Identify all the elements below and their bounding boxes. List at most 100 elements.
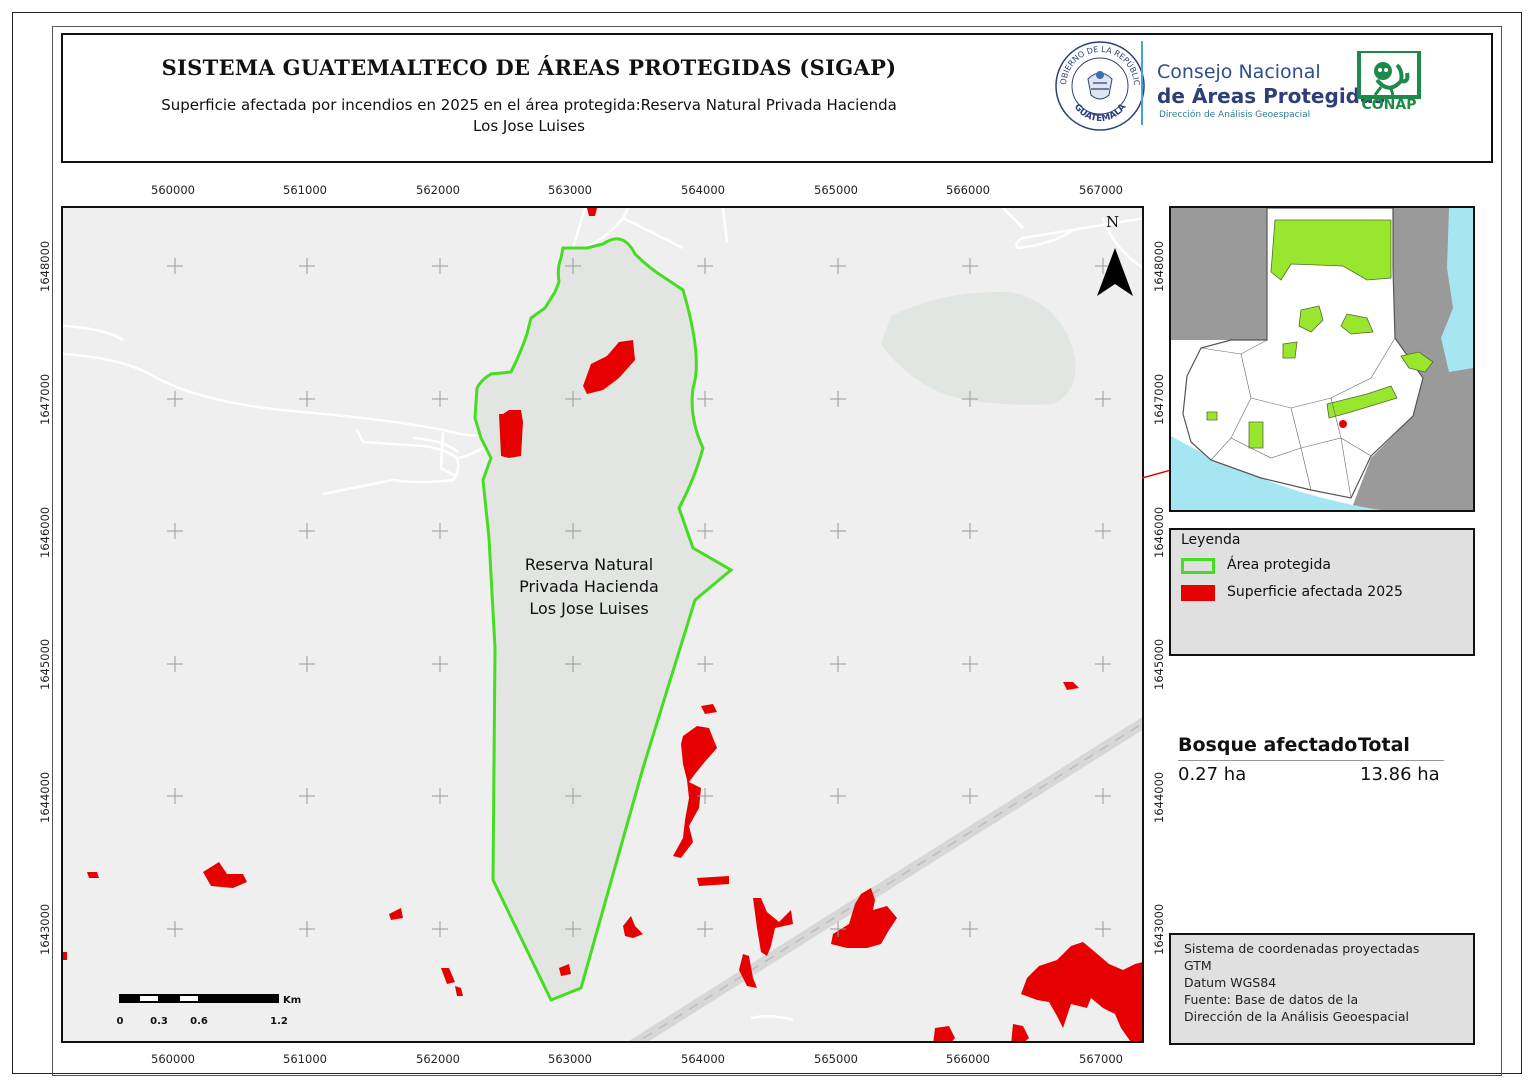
x-tick-top: 561000 <box>283 183 327 197</box>
burned-patch <box>673 726 717 858</box>
legend-swatch-fill <box>1181 585 1215 601</box>
source-info: Sistema de coordenadas proyectadas GTM D… <box>1169 933 1475 1045</box>
subtitle-line-1: Superficie afectada por incendios en 202… <box>161 96 897 114</box>
source-line: Datum WGS84 <box>1184 975 1277 990</box>
burned-patch <box>701 704 717 714</box>
inset-ocean-pacific <box>1171 436 1381 510</box>
area-label-line-1: Reserva Natural <box>524 555 654 574</box>
y-tick-left: 1643000 <box>38 903 52 955</box>
source-line: GTM <box>1184 958 1212 973</box>
burned-patch <box>63 952 67 960</box>
burned-patch <box>203 862 247 888</box>
x-tick-bottom: 562000 <box>416 1052 460 1066</box>
x-tick-bottom: 566000 <box>946 1052 990 1066</box>
y-tick-left: 1645000 <box>38 638 52 690</box>
burned-patch <box>739 954 757 988</box>
y-tick-right: 1648000 <box>1152 240 1166 292</box>
page-border <box>52 26 1502 1076</box>
stats-value-forest: 0.27 ha <box>1178 764 1247 785</box>
scale-label: 0.6 <box>190 1016 208 1027</box>
legend: Leyenda Área protegida Superficie afecta… <box>1169 528 1475 656</box>
burned-patch <box>583 340 635 394</box>
burned-patch <box>697 876 729 886</box>
burned-patch <box>87 872 99 878</box>
conap-logo <box>1357 51 1421 99</box>
north-label: N <box>1106 213 1120 231</box>
y-tick-right: 1643000 <box>1152 903 1166 955</box>
x-tick-top: 562000 <box>416 183 460 197</box>
council-name-line1: Consejo Nacional <box>1157 61 1321 83</box>
guatemala-seal-logo: GOBIERNO DE LA REPÚBLICA GUATEMALA <box>1053 39 1145 131</box>
legend-swatch-outline <box>1181 558 1215 574</box>
burned-patch <box>389 908 403 920</box>
legend-label: Área protegida <box>1227 557 1331 573</box>
y-tick-right: 1645000 <box>1152 638 1166 690</box>
inset-canvas <box>1171 208 1473 510</box>
inset-guatemala <box>1182 208 1424 499</box>
burned-areas <box>63 208 1142 1041</box>
protected-area-label: Reserva Natural Privada Hacienda Los Jos… <box>498 554 680 620</box>
scale-bar <box>119 994 279 1003</box>
map-title: SISTEMA GUATEMALTECO DE ÁREAS PROTEGIDAS… <box>161 55 897 80</box>
scale-label: 0.3 <box>150 1016 168 1027</box>
protected-area-fill <box>475 238 731 1000</box>
burned-patch <box>441 968 455 984</box>
source-line: Dirección de la Análisis Geoespacial <box>1184 1009 1409 1024</box>
burned-patch <box>933 1026 955 1041</box>
conap-wordmark: CONAP <box>1361 97 1417 113</box>
inset-location-marker <box>1339 420 1347 428</box>
main-map[interactable] <box>61 206 1144 1043</box>
y-tick-right: 1644000 <box>1152 771 1166 823</box>
burned-patch <box>1011 1024 1029 1041</box>
x-tick-bottom: 565000 <box>814 1052 858 1066</box>
burned-patch <box>587 208 597 216</box>
burned-patch <box>455 986 463 996</box>
x-tick-bottom: 567000 <box>1079 1052 1123 1066</box>
burned-patch <box>1063 682 1079 690</box>
grid-crosses <box>167 258 1111 937</box>
inset-departments <box>1200 337 1396 499</box>
burned-patch <box>623 916 643 938</box>
scale-label: 1.2 <box>270 1016 288 1027</box>
x-tick-bottom: 561000 <box>283 1052 327 1066</box>
y-tick-left: 1646000 <box>38 506 52 558</box>
council-name-line2: de Áreas Protegidas <box>1157 84 1386 108</box>
outer-frame <box>12 12 1522 1074</box>
x-tick-top: 567000 <box>1079 183 1123 197</box>
burned-patch <box>499 410 523 458</box>
stats-divider <box>1178 760 1444 761</box>
north-arrow-icon <box>1097 248 1133 296</box>
logo-separator <box>1141 41 1143 125</box>
area-label-line-3: Los Jose Luises <box>529 599 649 618</box>
area-label-line-2: Privada Hacienda <box>519 577 659 596</box>
inset-neighbor-mexico <box>1171 208 1267 340</box>
y-tick-right: 1646000 <box>1152 506 1166 558</box>
map-canvas <box>63 208 1142 1041</box>
x-tick-top: 560000 <box>151 183 195 197</box>
header: SISTEMA GUATEMALTECO DE ÁREAS PROTEGIDAS… <box>61 33 1493 163</box>
council-department: Dirección de Análisis Geoespacial <box>1159 110 1311 120</box>
terrain-patch <box>881 291 1076 405</box>
scale-unit: Km <box>283 995 302 1006</box>
x-tick-bottom: 564000 <box>681 1052 725 1066</box>
protected-area-outline <box>473 237 734 1002</box>
x-tick-top: 566000 <box>946 183 990 197</box>
stats-header-forest: Bosque afectado <box>1178 734 1358 756</box>
map-subtitle: Superficie afectada por incendios en 202… <box>159 95 899 137</box>
stats-value-total: 13.86 ha <box>1360 764 1440 785</box>
y-tick-left: 1644000 <box>38 771 52 823</box>
inset-map[interactable] <box>1169 206 1475 512</box>
legend-label: Superficie afectada 2025 <box>1227 584 1403 600</box>
burned-patch <box>753 898 793 956</box>
burned-patch <box>1021 942 1142 1041</box>
x-tick-top: 564000 <box>681 183 725 197</box>
source-line: Sistema de coordenadas proyectadas <box>1184 941 1420 956</box>
x-tick-bottom: 560000 <box>151 1052 195 1066</box>
burned-patch <box>831 888 897 948</box>
legend-title: Leyenda <box>1181 532 1241 548</box>
subtitle-line-2: Los Jose Luises <box>473 117 585 135</box>
inset-ocean-caribbean <box>1441 208 1473 372</box>
y-tick-left: 1648000 <box>38 240 52 292</box>
x-tick-bottom: 563000 <box>548 1052 592 1066</box>
x-tick-top: 565000 <box>814 183 858 197</box>
